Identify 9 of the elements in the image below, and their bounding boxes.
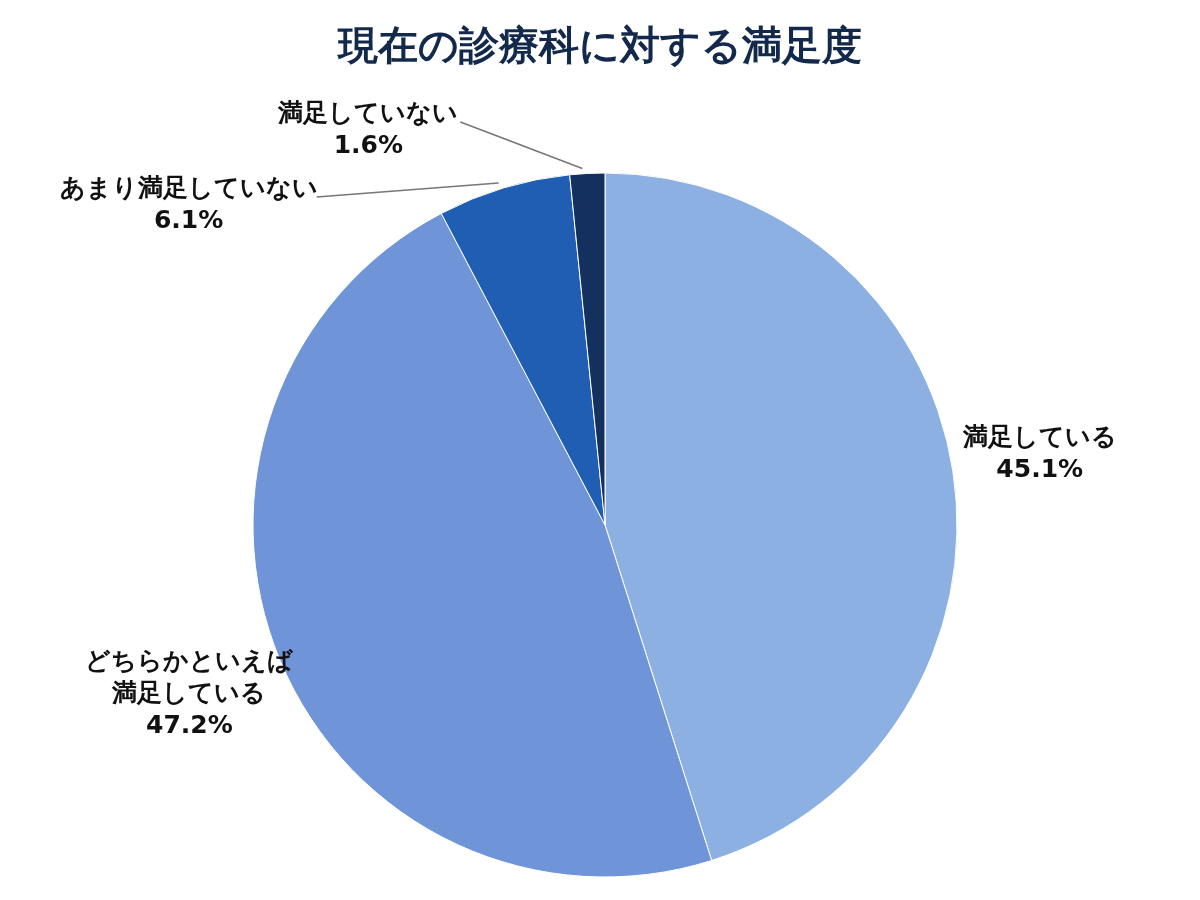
slice-label: 満足していない xyxy=(277,97,459,127)
data-label: 6.1% xyxy=(153,204,224,234)
slice-label: あまり満足していない xyxy=(59,172,318,202)
data-label: 45.1% xyxy=(996,453,1084,483)
slice-label: どちらかといえば満足している xyxy=(85,645,295,707)
chart-title: 現在の診療科に対する満足度 xyxy=(336,21,863,70)
data-label: 1.6% xyxy=(333,129,403,159)
slice-label: 満足している xyxy=(961,421,1117,451)
data-label: 47.2% xyxy=(146,709,233,739)
